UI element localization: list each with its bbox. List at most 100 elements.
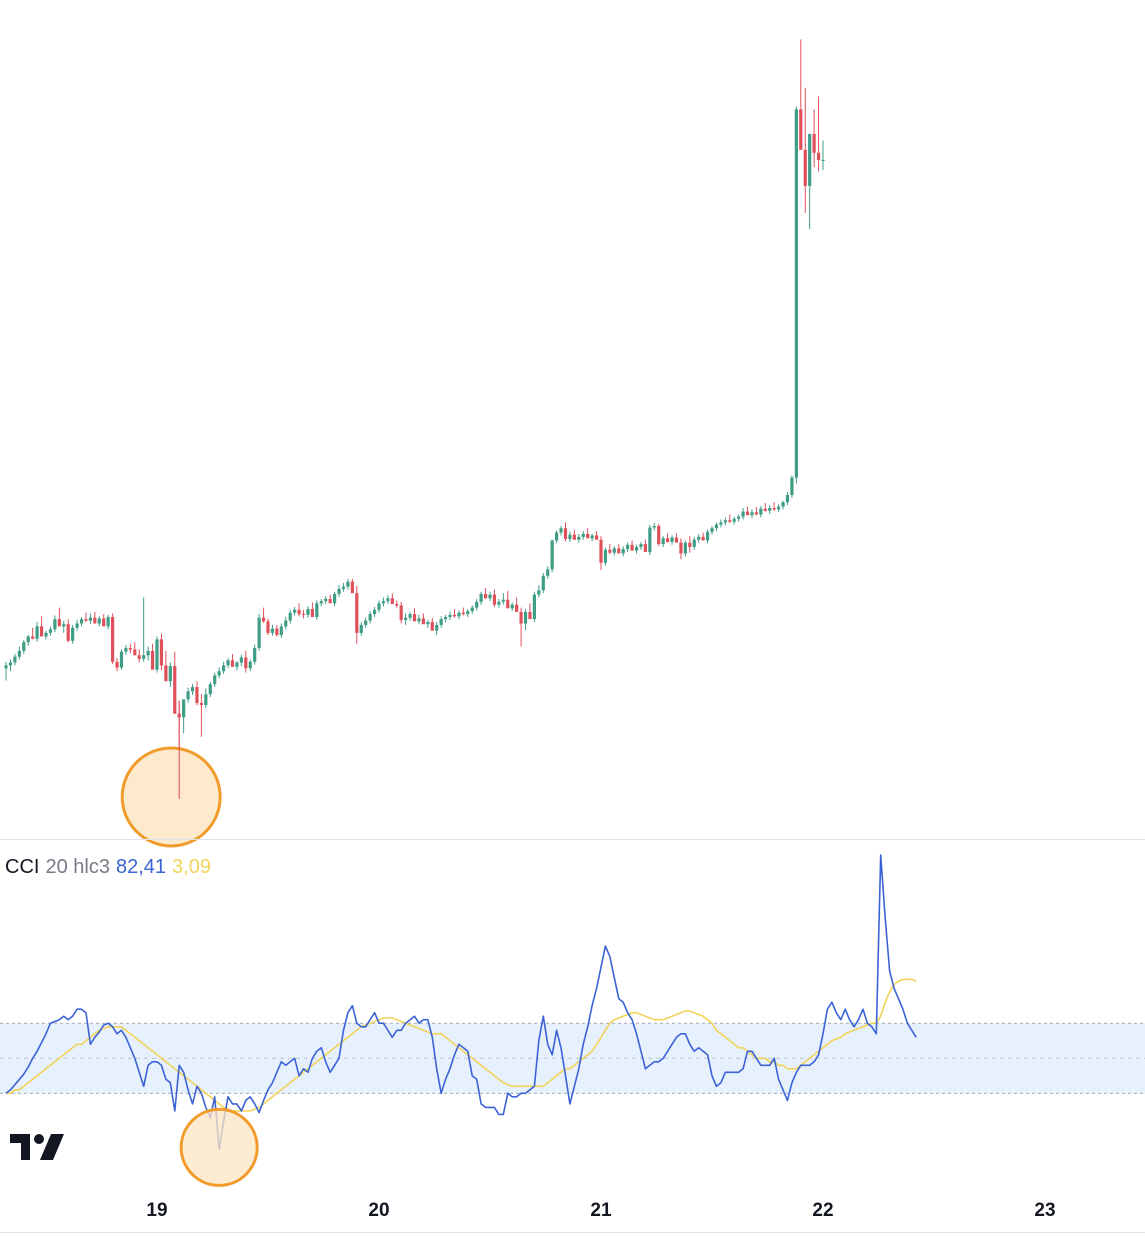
candle[interactable]	[430, 617, 434, 631]
cci-legend[interactable]: CCI 20 hlc3 82,41 3,09	[5, 856, 217, 879]
candle[interactable]	[444, 614, 448, 623]
candle[interactable]	[666, 533, 670, 543]
candle[interactable]	[701, 532, 705, 541]
candle[interactable]	[333, 591, 337, 607]
candle[interactable]	[439, 616, 443, 628]
candle[interactable]	[257, 614, 261, 651]
candle[interactable]	[523, 609, 528, 630]
candle[interactable]	[799, 39, 803, 150]
candle[interactable]	[612, 546, 616, 556]
candle[interactable]	[275, 624, 279, 637]
candle[interactable]	[803, 87, 807, 213]
candle[interactable]	[288, 609, 292, 624]
tradingview-logo[interactable]	[10, 1130, 66, 1164]
candle[interactable]	[417, 614, 421, 625]
candle[interactable]	[377, 600, 381, 613]
candle[interactable]	[315, 600, 319, 620]
candle[interactable]	[190, 684, 195, 695]
candle[interactable]	[293, 606, 297, 616]
candle[interactable]	[475, 598, 479, 611]
candle[interactable]	[142, 597, 146, 662]
cci-ma-line[interactable]	[6, 978, 917, 1112]
candle[interactable]	[510, 602, 514, 612]
candle[interactable]	[732, 516, 736, 525]
candle[interactable]	[270, 624, 275, 636]
candle[interactable]	[346, 578, 350, 590]
candle[interactable]	[448, 611, 452, 620]
cci-pane[interactable]	[0, 854, 1145, 1187]
candle[interactable]	[213, 672, 217, 688]
candle[interactable]	[399, 601, 403, 624]
candle[interactable]	[639, 541, 643, 550]
candle[interactable]	[39, 616, 44, 637]
candle[interactable]	[728, 514, 732, 524]
candle[interactable]	[466, 609, 470, 617]
candle[interactable]	[159, 633, 164, 671]
candle[interactable]	[559, 526, 563, 536]
candle[interactable]	[204, 688, 208, 708]
candle[interactable]	[506, 591, 510, 609]
candle[interactable]	[235, 661, 239, 671]
candle[interactable]	[710, 526, 714, 535]
candle[interactable]	[737, 514, 741, 522]
candle[interactable]	[66, 619, 70, 643]
candle[interactable]	[297, 603, 301, 617]
candle[interactable]	[705, 529, 710, 544]
price-pane[interactable]	[4, 39, 825, 848]
candle[interactable]	[488, 591, 492, 602]
candle[interactable]	[372, 606, 377, 617]
candle[interactable]	[266, 618, 270, 636]
candle[interactable]	[723, 517, 727, 526]
candle[interactable]	[603, 547, 608, 566]
time-axis[interactable]: 19 20 21 22 23	[146, 1200, 1055, 1221]
candle[interactable]	[301, 609, 306, 619]
candle[interactable]	[541, 572, 545, 594]
candle[interactable]	[750, 509, 754, 519]
candle[interactable]	[84, 612, 88, 623]
candle[interactable]	[626, 542, 630, 553]
candle[interactable]	[261, 607, 266, 623]
candle[interactable]	[155, 636, 159, 673]
candle[interactable]	[168, 662, 172, 688]
candle[interactable]	[435, 622, 439, 636]
candle[interactable]	[745, 506, 750, 516]
candle[interactable]	[341, 583, 346, 592]
candle[interactable]	[816, 96, 821, 172]
candle[interactable]	[226, 658, 230, 669]
candle[interactable]	[461, 607, 465, 616]
candle[interactable]	[44, 630, 48, 640]
candle[interactable]	[208, 681, 212, 698]
candle[interactable]	[777, 504, 781, 513]
candle[interactable]	[546, 566, 550, 579]
candle[interactable]	[483, 588, 488, 599]
candle[interactable]	[79, 616, 84, 627]
candle[interactable]	[57, 607, 61, 627]
candle[interactable]	[199, 694, 203, 737]
candle[interactable]	[284, 616, 288, 630]
candle[interactable]	[808, 133, 812, 230]
candle[interactable]	[679, 538, 683, 560]
candle[interactable]	[590, 533, 594, 542]
candle[interactable]	[364, 617, 368, 628]
candle[interactable]	[381, 597, 386, 607]
candle[interactable]	[594, 531, 599, 540]
candle[interactable]	[408, 611, 412, 621]
candle[interactable]	[617, 544, 621, 554]
candle[interactable]	[386, 595, 390, 604]
candle[interactable]	[790, 475, 794, 498]
candle[interactable]	[71, 624, 75, 644]
candle[interactable]	[119, 649, 124, 670]
candle[interactable]	[563, 522, 568, 542]
candle[interactable]	[310, 602, 314, 617]
candle[interactable]	[714, 522, 719, 532]
candle[interactable]	[426, 619, 430, 628]
candle[interactable]	[421, 613, 425, 625]
candle[interactable]	[719, 519, 723, 528]
candle[interactable]	[244, 650, 248, 673]
candle[interactable]	[688, 536, 692, 553]
candle[interactable]	[670, 535, 674, 545]
candle[interactable]	[17, 646, 21, 660]
candle[interactable]	[608, 544, 612, 555]
candle[interactable]	[452, 609, 457, 618]
candle[interactable]	[106, 614, 110, 630]
